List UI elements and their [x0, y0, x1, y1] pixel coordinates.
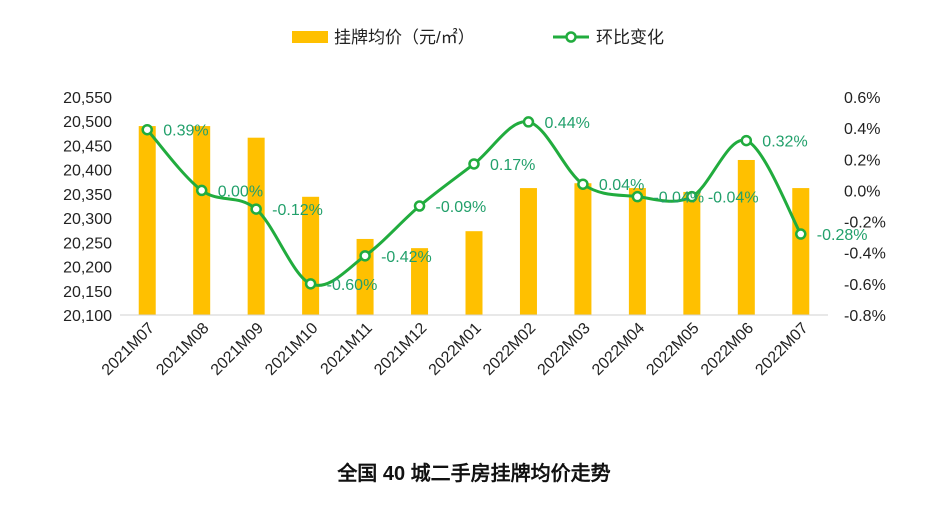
left-tick-label: 20,450 — [63, 138, 112, 155]
bar-2022M04 — [628, 188, 646, 315]
legend-swatch-bar — [292, 31, 328, 43]
data-label-2021M10: -0.60% — [327, 277, 378, 294]
data-label-2022M07: -0.28% — [817, 227, 868, 244]
legend: 挂牌均价（元/㎡） 环比变化 — [292, 28, 664, 47]
bar-2021M12 — [411, 248, 429, 315]
x-tick-label: 2021M10 — [262, 320, 321, 379]
line-point-2021M11 — [359, 250, 371, 262]
data-label-2022M03: 0.04% — [599, 177, 644, 194]
data-label-2021M07: 0.39% — [163, 123, 208, 140]
right-axis: -0.8% -0.6% -0.4% -0.2% 0.0% 0.2% 0.4% 0.6% — [844, 90, 886, 325]
left-tick-label: 20,400 — [63, 163, 112, 180]
line-point-2022M02 — [522, 116, 535, 128]
line-point-2022M06 — [740, 134, 753, 147]
right-tick-label: 0.4% — [844, 121, 880, 138]
left-tick-label: 20,100 — [63, 308, 112, 325]
data-label-2022M02: 0.44% — [544, 115, 589, 132]
bar-2022M07 — [792, 188, 810, 315]
data-label-2022M05: -0.04% — [708, 190, 759, 207]
bar-series — [138, 126, 810, 315]
bar-2022M01 — [465, 231, 483, 315]
x-tick-label: 2021M08 — [153, 320, 212, 379]
right-tick-label: 0.2% — [844, 152, 880, 169]
x-tick-label: 2022M01 — [426, 320, 485, 379]
left-tick-label: 20,300 — [63, 211, 112, 228]
data-label-2022M06: 0.32% — [762, 134, 807, 151]
line-point-2022M03 — [577, 178, 589, 190]
bar-2022M02 — [519, 188, 537, 315]
left-tick-label: 20,350 — [63, 187, 112, 204]
line-point-2021M07 — [141, 123, 153, 136]
x-tick-label: 2022M03 — [535, 320, 594, 379]
x-tick-label: 2021M11 — [318, 320, 376, 378]
x-tick-label: 2022M07 — [752, 320, 811, 379]
x-tick-label: 2022M06 — [698, 320, 757, 379]
line-point-2021M09 — [250, 203, 262, 215]
data-label-2021M12: -0.09% — [436, 199, 487, 216]
right-tick-label: -0.8% — [844, 308, 886, 325]
data-label-2021M11: -0.42% — [381, 249, 432, 266]
bar-2021M07 — [138, 126, 156, 315]
data-label-2022M01: 0.17% — [490, 157, 535, 174]
data-label-2022M04: -0.04% — [653, 190, 704, 207]
right-tick-label: 0.0% — [844, 183, 880, 200]
line-point-2022M07 — [795, 228, 807, 240]
legend-label-line: 环比变化 — [596, 28, 664, 47]
x-tick-label: 2021M09 — [208, 320, 267, 379]
bar-2021M08 — [193, 126, 211, 315]
left-tick-label: 20,250 — [63, 235, 112, 252]
bar-2022M06 — [737, 159, 755, 315]
left-axis: 20,100 20,150 20,200 20,250 20,300 20,350 20,4… — [63, 90, 112, 325]
bar-2021M09 — [247, 137, 265, 315]
line-point-2021M08 — [195, 184, 208, 197]
x-tick-label: 2022M02 — [480, 320, 539, 379]
data-label-2021M09: -0.12% — [272, 202, 323, 219]
legend-label-bar: 挂牌均价（元/㎡） — [334, 28, 475, 47]
bar-2022M05 — [683, 191, 701, 315]
x-tick-label: 2022M05 — [643, 320, 702, 379]
right-tick-label: -0.4% — [844, 246, 886, 263]
chart-title: 全国 40 城二手房挂牌均价走势 — [336, 461, 610, 485]
left-tick-label: 20,150 — [63, 284, 112, 301]
right-tick-label: -0.2% — [844, 215, 886, 232]
x-tick-label: 2022M04 — [589, 320, 648, 379]
right-tick-label: -0.6% — [844, 277, 886, 294]
left-tick-label: 20,200 — [63, 260, 112, 277]
x-axis: 2021M072021M082021M092021M102021M112021M… — [99, 320, 812, 379]
data-labels: 0.39% 0.00% -0.12% -0.60%-0.42% -0.09% 0.17% 0… — [163, 115, 867, 294]
x-tick-label: 2021M07 — [99, 320, 158, 379]
line-point-2022M01 — [468, 158, 480, 170]
line-point-2022M05 — [686, 190, 698, 203]
left-tick-label: 20,500 — [63, 114, 112, 131]
line-markers — [141, 116, 807, 290]
x-tick-label: 2021M12 — [371, 320, 430, 379]
left-tick-label: 20,550 — [63, 90, 112, 107]
line-point-2021M10 — [304, 278, 317, 290]
data-label-2021M08: 0.00% — [218, 183, 263, 200]
line-point-2022M04 — [631, 190, 644, 203]
right-tick-label: 0.6% — [844, 90, 880, 107]
line-point-2021M12 — [413, 200, 426, 212]
bar-2022M03 — [574, 183, 592, 315]
legend-swatch-marker — [565, 31, 577, 43]
